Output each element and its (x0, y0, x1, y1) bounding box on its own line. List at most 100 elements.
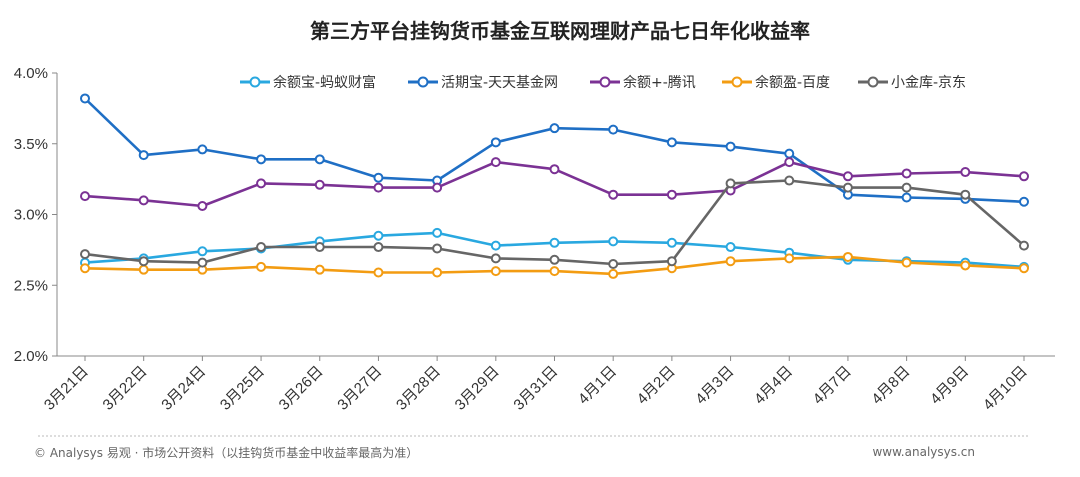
legend-swatch-marker (867, 76, 879, 88)
legend-swatch-marker (417, 76, 429, 88)
x-tick-label: 3月25日 (217, 363, 268, 414)
data-point (608, 124, 619, 135)
data-point (666, 189, 677, 200)
data-point (901, 182, 912, 193)
data-point (138, 150, 149, 161)
y-tick-label: 2.0% (14, 348, 48, 365)
x-tick-label: 4月8日 (868, 363, 913, 408)
data-point (549, 237, 560, 248)
data-point (608, 259, 619, 270)
data-point (432, 182, 443, 193)
legend-item: 小金库-京东 (858, 75, 966, 91)
data-point (256, 261, 267, 272)
data-point (549, 164, 560, 175)
x-tick-label: 3月24日 (158, 363, 209, 414)
data-point (1019, 240, 1029, 251)
series (80, 251, 1029, 279)
data-point (490, 253, 501, 264)
chart-title: 第三方平台挂钩货币基金互联网理财产品七日年化收益率 (310, 19, 810, 43)
legend-label: 活期宝-天天基金网 (441, 74, 558, 91)
x-tick-label: 3月21日 (41, 363, 92, 414)
data-point (197, 257, 208, 268)
data-point (960, 189, 971, 200)
data-point (314, 179, 325, 190)
data-point (373, 242, 384, 253)
legend-swatch-marker (731, 76, 743, 88)
data-point (432, 267, 443, 278)
legend-item: 余额盈-百度 (722, 74, 830, 91)
footer-source: © Analysys 易观 · 市场公开资料（以挂钩货币基金中收益率最高为准） (34, 445, 418, 460)
x-tick-label: 3月26日 (276, 363, 327, 414)
data-point (784, 148, 795, 159)
legend-swatch-marker (249, 76, 261, 88)
data-point (608, 189, 619, 200)
x-tick-label: 3月22日 (100, 363, 151, 414)
data-point (725, 141, 736, 152)
data-point (901, 257, 912, 268)
series (80, 227, 1029, 272)
data-point (197, 201, 208, 212)
data-point (490, 137, 501, 148)
data-point (490, 266, 501, 277)
data-point (608, 236, 619, 247)
data-point (784, 253, 795, 264)
data-point (138, 264, 149, 275)
data-point (901, 168, 912, 179)
data-point (138, 195, 149, 206)
y-tick-label: 4.0% (14, 65, 48, 82)
data-point (842, 182, 853, 193)
data-point (960, 167, 971, 178)
data-point (725, 256, 736, 267)
data-point (1019, 263, 1029, 274)
series-lines (80, 93, 1029, 279)
data-point (80, 191, 90, 202)
data-point (256, 178, 267, 189)
y-axis: 2.0% 2.5% 3.0% 3.5% 4.0% (14, 65, 58, 365)
data-point (373, 267, 384, 278)
data-point (490, 157, 501, 168)
data-point (842, 171, 853, 182)
x-axis: 3月21日 3月22日 3月24日 3月25日 3月26日 3月27日 3月28日 3月29日… (41, 355, 1055, 414)
legend-label: 余额宝-蚂蚁财富 (273, 74, 376, 91)
data-point (549, 254, 560, 265)
series (80, 93, 1029, 207)
legend-item: 活期宝-天天基金网 (408, 74, 558, 91)
x-tick-label: 4月7日 (810, 363, 855, 408)
data-point (608, 268, 619, 279)
data-point (314, 242, 325, 253)
legend-label: 余额盈-百度 (755, 74, 830, 91)
data-point (256, 242, 267, 253)
data-point (432, 227, 443, 238)
x-tick-label: 4月4日 (751, 363, 796, 408)
data-point (784, 157, 795, 168)
x-tick-label: 4月9日 (927, 363, 972, 408)
data-point (666, 237, 677, 248)
data-point (80, 263, 90, 274)
x-tick-label: 3月29日 (452, 363, 503, 414)
legend-label: 余额+-腾讯 (623, 74, 696, 91)
data-point (256, 154, 267, 165)
data-point (314, 264, 325, 275)
data-point (549, 266, 560, 277)
data-point (80, 249, 90, 260)
data-point (314, 154, 325, 165)
data-point (1019, 171, 1029, 182)
legend-label: 小金库-京东 (891, 75, 966, 91)
data-point (373, 230, 384, 241)
data-point (197, 246, 208, 257)
data-point (432, 243, 443, 254)
data-point (373, 182, 384, 193)
data-point (490, 240, 501, 251)
data-point (725, 178, 736, 189)
y-tick-label: 3.0% (14, 207, 48, 224)
data-point (666, 137, 677, 148)
series (80, 157, 1029, 212)
x-tick-label: 4月3日 (692, 363, 737, 408)
data-point (666, 256, 677, 267)
x-tick-label: 3月31日 (510, 363, 561, 414)
data-point (549, 123, 560, 134)
x-tick-label: 3月27日 (334, 363, 385, 414)
data-point (960, 260, 971, 271)
y-tick-label: 3.5% (14, 136, 48, 153)
